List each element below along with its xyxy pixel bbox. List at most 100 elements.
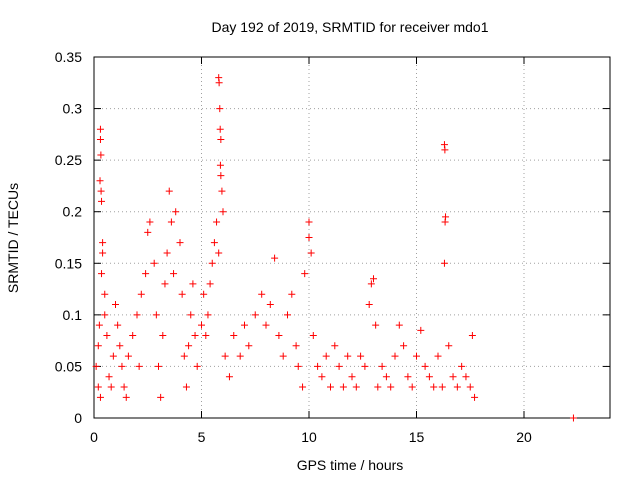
data-point [200,290,208,298]
x-axis-label: GPS time / hours [297,457,404,473]
data-point [216,125,224,133]
data-point [94,383,102,391]
data-point [288,290,296,298]
data-points [92,74,577,422]
data-point [425,373,433,381]
data-point [216,161,224,169]
data-point [569,414,577,422]
data-point [95,321,103,329]
x-tick-label: 20 [516,429,532,445]
data-point [318,373,326,381]
data-point [357,352,365,360]
data-point [172,208,180,216]
data-point [135,362,143,370]
data-point [187,311,195,319]
data-point [367,280,375,288]
data-point [159,331,167,339]
data-point [417,326,425,334]
data-point [217,136,225,144]
data-point [99,249,107,257]
y-axis-label: SRMTID / TECUs [5,183,21,293]
data-point [99,239,107,247]
data-point [96,393,104,401]
data-point [305,218,313,226]
data-point [180,352,188,360]
data-point [101,311,109,319]
data-point [352,383,360,391]
data-point [218,187,226,195]
data-point [105,373,113,381]
data-point [251,311,259,319]
plot-frame [93,56,611,419]
data-point [152,311,160,319]
data-point [430,383,438,391]
data-point [92,362,100,370]
data-point [206,280,214,288]
data-point [109,352,117,360]
data-point [458,362,466,370]
data-point [198,321,205,329]
data-point [112,301,119,309]
data-point [96,136,104,144]
data-point [305,234,313,241]
data-point [271,254,279,262]
data-point [178,290,186,298]
y-tick-label: 0.05 [55,358,82,374]
data-point [230,331,238,339]
data-point [133,311,141,319]
data-point [471,393,479,401]
data-point [309,331,317,339]
data-point [408,383,416,391]
data-point [453,383,461,391]
data-point [284,311,291,319]
data-point [155,362,162,370]
data-point [258,290,266,298]
data-point [307,249,315,257]
data-point [97,187,105,195]
data-point [279,352,287,360]
data-point [413,352,420,360]
data-point [161,280,169,288]
data-point [163,249,171,257]
data-point [114,321,122,329]
y-tick-label: 0.35 [55,49,82,65]
y-tick-label: 0.15 [55,255,82,271]
data-point [193,362,201,370]
y-tick-label: 0 [74,410,82,426]
data-point [142,270,150,278]
data-point [96,177,104,185]
data-point [219,208,227,216]
data-point [441,146,449,154]
data-point [441,218,449,226]
data-point [266,301,274,309]
data-point [445,342,453,350]
data-point [387,383,395,391]
data-point [97,151,105,159]
data-point [129,331,137,339]
data-point [322,352,330,360]
data-point [294,362,302,370]
y-tick-label: 0.2 [63,204,83,220]
data-point [215,79,223,87]
data-point [167,218,175,226]
data-point [449,373,457,381]
data-point [301,270,309,278]
data-point [365,301,373,309]
y-tick-label: 0.25 [55,152,82,168]
data-point [204,311,212,319]
data-point [103,331,111,339]
data-point [344,352,352,360]
data-point [275,331,283,339]
data-point [170,270,178,278]
data-point [378,362,386,370]
data-point [468,331,476,339]
axis-ticks: 0 0.05 0.1 0.15 0.2 0.25 0.3 0.35 0 5 10 15 20 [55,49,610,445]
data-point [236,352,244,360]
data-point [210,239,218,247]
data-point [120,383,128,391]
data-point [213,218,221,226]
data-point [191,331,199,339]
chart-title: Day 192 of 2019, SRMTID for receiver mdo… [211,19,488,35]
